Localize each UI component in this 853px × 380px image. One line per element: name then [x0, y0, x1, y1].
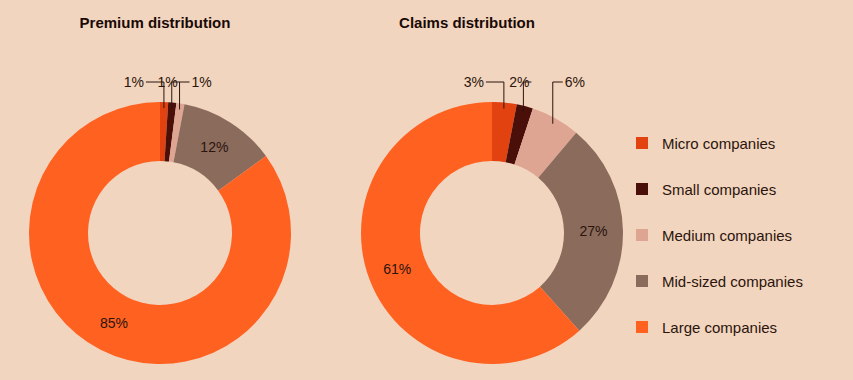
html-text:Large companies: Large companies [662, 318, 778, 336]
svg-text:61%: 61% [383, 261, 411, 277]
svg-text:2%: 2% [509, 74, 529, 90]
svg-text:6%: 6% [565, 74, 585, 90]
svg-text:85%: 85% [100, 315, 128, 331]
svg-text:1%: 1% [124, 74, 144, 90]
html-text:Claims distribution: Claims distribution [399, 14, 535, 31]
html-text:Premium distribution: Premium distribution [79, 14, 231, 31]
svg-text:1%: 1% [158, 74, 178, 90]
html-text:Medium companies: Medium companies [662, 226, 793, 244]
html-text:Mid-sized companies: Mid-sized companies [662, 272, 803, 290]
svg-text:27%: 27% [579, 223, 607, 239]
svg-text:1%: 1% [192, 74, 212, 90]
svg-text:3%: 3% [464, 74, 484, 90]
svg-text:12%: 12% [200, 139, 228, 155]
html-text:Small companies: Small companies [662, 180, 777, 198]
html-text:Micro companies: Micro companies [662, 134, 776, 152]
